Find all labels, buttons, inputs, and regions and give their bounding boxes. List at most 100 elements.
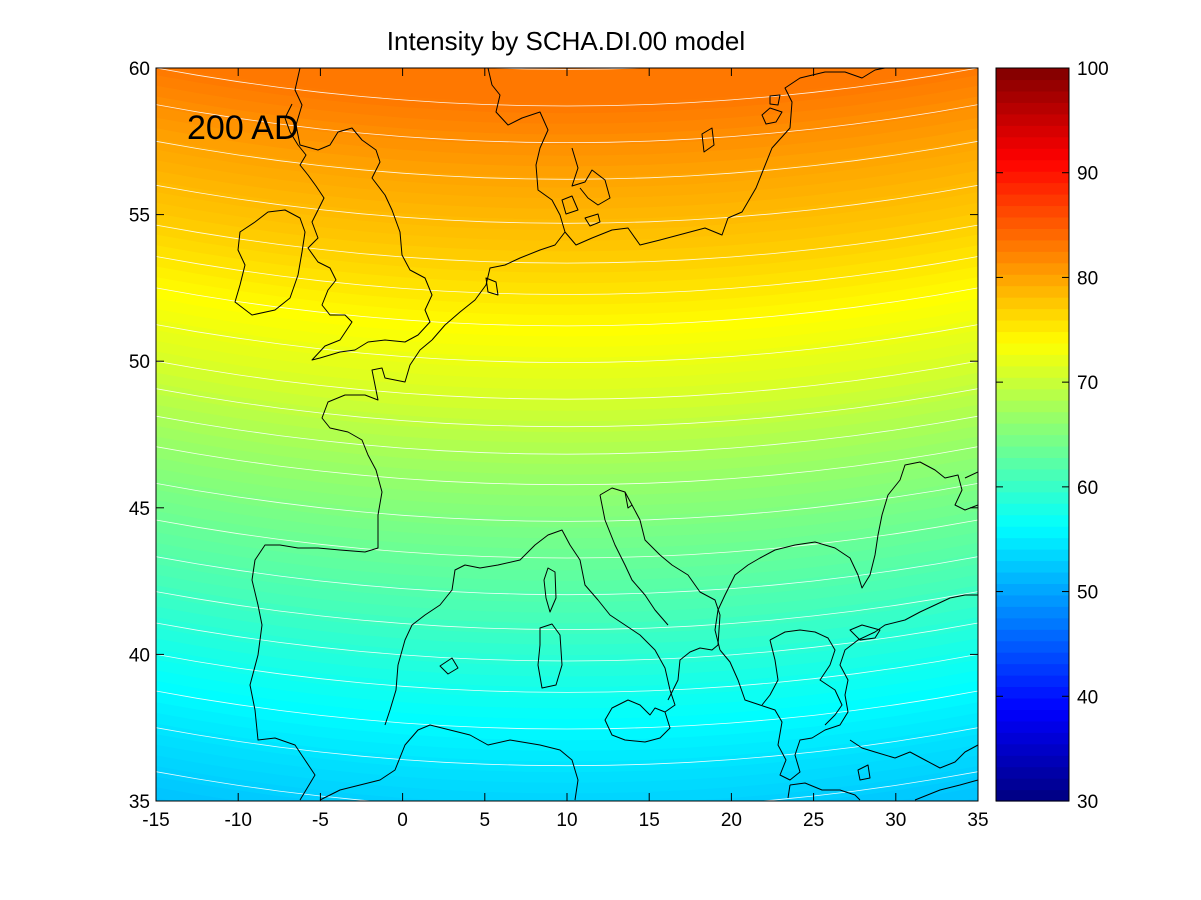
y-axis: 35 40 45 50 55 60 (129, 59, 978, 813)
contour-line (156, 140, 978, 180)
field-strip (156, 117, 978, 168)
colorbar-step (996, 262, 1069, 275)
colorbar-gradient (996, 68, 1069, 802)
colorbar-step (996, 354, 1069, 367)
colorbar-step (996, 755, 1069, 768)
colorbar-tick-label: 30 (1077, 792, 1098, 813)
colorbar: 30 40 50 60 70 80 90 100 (995, 59, 1109, 813)
colorbar-step (996, 377, 1069, 390)
contour-line (156, 771, 978, 801)
field-strip (156, 425, 978, 476)
colorbar-step (996, 400, 1069, 413)
colorbar-step (996, 171, 1069, 184)
field-strip (156, 139, 978, 189)
field-strip (156, 649, 978, 699)
contour-line (156, 256, 978, 295)
y-tick-label: 60 (129, 59, 150, 80)
x-tick-label: 30 (885, 810, 906, 831)
field-strip (156, 277, 978, 327)
field-strip (156, 351, 978, 402)
x-tick-label: 25 (803, 810, 824, 831)
x-tick-label: 20 (721, 810, 742, 831)
x-tick-label: 10 (556, 810, 577, 831)
field-strip (156, 468, 978, 519)
field-strip (156, 107, 978, 157)
field-strip (156, 96, 978, 147)
colorbar-step (996, 640, 1069, 653)
field-strip (156, 202, 978, 253)
contour-line (156, 838, 978, 876)
x-tick-label: 35 (967, 810, 988, 831)
x-tick-label: -15 (142, 810, 169, 831)
field-strip (156, 585, 978, 635)
colorbar-tick-label: 80 (1077, 268, 1098, 289)
colorbar-tick-label: 60 (1077, 478, 1098, 499)
colorbar-step (996, 480, 1069, 493)
colorbar-step (996, 239, 1069, 252)
field-strip (156, 564, 978, 614)
field-strip (156, 213, 978, 263)
field-strip (156, 160, 978, 210)
x-axis: -15 -10 -5 0 5 10 15 20 25 30 35 (142, 68, 989, 831)
colorbar-step (996, 549, 1069, 562)
colorbar-step (996, 331, 1069, 344)
colorbar-step (996, 457, 1069, 470)
field-strip (156, 75, 978, 125)
colorbar-step (996, 308, 1069, 321)
field-strip (156, 255, 978, 306)
map-plot-area (155, 0, 979, 876)
colorbar-step (996, 652, 1069, 665)
field-strip (156, 287, 978, 338)
contour-line (156, 184, 978, 224)
colorbar-tick-label: 40 (1077, 687, 1098, 708)
colorbar-step (996, 709, 1069, 722)
colorbar-step (996, 182, 1069, 195)
y-tick-label: 45 (129, 499, 150, 520)
field-strip (156, 702, 978, 752)
field-strip (156, 627, 978, 678)
colorbar-step (996, 686, 1069, 699)
colorbar-step (996, 789, 1069, 802)
field-strip (156, 181, 978, 232)
contour-line (156, 690, 978, 730)
field-strip (156, 404, 978, 455)
contour-line (156, 360, 978, 400)
colorbar-step (996, 113, 1069, 126)
contour-line (156, 388, 978, 428)
colorbar-step (996, 342, 1069, 355)
field-strip (156, 340, 978, 391)
x-tick-label: 15 (639, 810, 660, 831)
field-strip (156, 755, 978, 801)
field-strip (156, 734, 978, 784)
field-strip (156, 542, 978, 593)
contour-line (156, 483, 978, 522)
contour-line (156, 519, 978, 559)
colorbar-step (996, 663, 1069, 676)
contour-line (156, 68, 978, 107)
colorbar-step (996, 583, 1069, 596)
contour-line (156, 727, 978, 767)
colorbar-tick-label: 100 (1077, 59, 1109, 80)
field-strip (156, 659, 978, 710)
colorbar-step (996, 766, 1069, 779)
field-strip (156, 617, 978, 667)
field-strip (156, 0, 978, 29)
field-strip (156, 574, 978, 625)
colorbar-step (996, 388, 1069, 401)
colorbar-step (996, 205, 1069, 218)
field-strip (156, 394, 978, 444)
colorbar-step (996, 514, 1069, 527)
colorbar-step (996, 274, 1069, 287)
contour-line (156, 415, 978, 455)
colorbar-axis: 30 40 50 60 70 80 90 100 (996, 59, 1109, 813)
colorbar-step (996, 697, 1069, 710)
field-strip (156, 606, 978, 657)
field-strip (156, 68, 978, 115)
field-strip (156, 149, 978, 200)
colorbar-step (996, 503, 1069, 516)
colorbar-step (996, 606, 1069, 619)
field-strip (156, 723, 978, 774)
colorbar-step (996, 594, 1069, 607)
contour-line (156, 591, 978, 631)
colorbar-step (996, 411, 1069, 424)
